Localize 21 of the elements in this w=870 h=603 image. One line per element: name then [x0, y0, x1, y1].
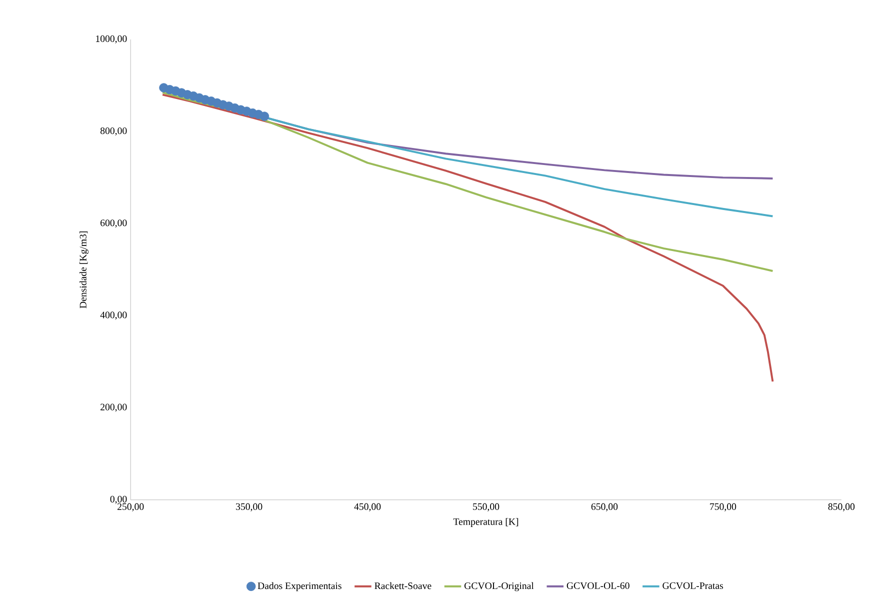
y-tick-label: 800,00	[100, 127, 127, 136]
x-tick-label: 350,00	[236, 503, 262, 512]
x-tick-label: 650,00	[591, 503, 618, 512]
legend-label: Dados Experimentais	[258, 582, 342, 591]
y-tick-label: 200,00	[100, 404, 127, 412]
y-tick-label: 400,00	[100, 311, 127, 320]
x-tick-label: 250,00	[118, 503, 144, 512]
y-tick-label: 600,00	[100, 219, 127, 228]
x-axis-title: Temperatura [K]	[453, 518, 518, 527]
legend-label: GCVOL-Pratas	[662, 582, 724, 589]
y-tick-label: 0,00	[110, 496, 127, 504]
point	[260, 112, 270, 121]
x-tick-label: 450,00	[354, 503, 381, 512]
legend-label: GCVOL-Original	[464, 582, 534, 592]
y-tick-label: 1000,00	[96, 35, 127, 44]
y-axis-title: Densidade [Kg/m3]	[80, 231, 88, 308]
x-tick-label: 850,00	[828, 503, 855, 512]
x-tick-label: 550,00	[473, 503, 500, 512]
legend-label: Rackett-Soave	[374, 582, 432, 589]
x-tick-label: 750,00	[710, 503, 736, 512]
legend-label: GCVOL-OL-60	[566, 582, 630, 589]
